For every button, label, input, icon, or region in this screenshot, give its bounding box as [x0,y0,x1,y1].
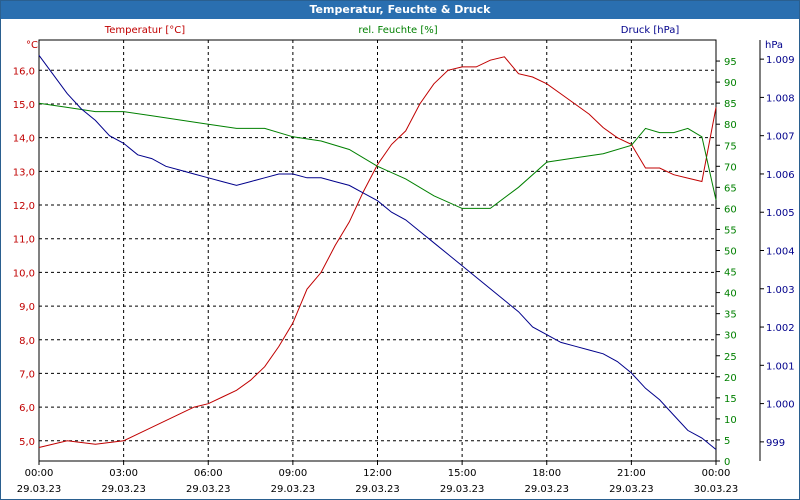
humidity-axis-header: rel. Feuchte [%] [358,25,437,36]
temperature-axis-unit: °C [26,40,38,51]
humidity-tick-label: 0 [724,457,730,468]
humidity-tick-label: 55 [724,225,737,236]
temperature-tick-label: 7,0 [19,369,35,380]
x-tick-label: 29.03.23 [17,484,62,495]
temperature-tick-label: 15,0 [13,100,35,111]
humidity-tick-label: 40 [724,289,737,300]
temperature-tick-label: 9,0 [19,302,35,313]
pressure-tick-label: 1.006 [766,170,795,181]
humidity-tick-label: 50 [724,247,737,258]
x-tick-label: 29.03.23 [271,484,316,495]
x-tick-label: 15:00 [448,468,477,479]
x-tick-label: 29.03.23 [186,484,231,495]
temperature-tick-label: 11,0 [13,235,35,246]
x-tick-label: 29.03.23 [609,484,654,495]
pressure-tick-label: 1.004 [766,247,795,258]
pressure-tick-label: 1.001 [766,361,795,372]
humidity-tick-label: 70 [724,162,737,173]
humidity-tick-label: 65 [724,183,737,194]
temperature-tick-label: 12,0 [13,201,35,212]
x-tick-label: 03:00 [109,468,138,479]
x-tick-label: 09:00 [278,468,307,479]
humidity-tick-label: 80 [724,120,737,131]
series-line-humidity [38,102,717,209]
x-tick-label: 29.03.23 [101,484,146,495]
chart-title: Temperatur, Feuchte & Druck [1,1,799,19]
x-tick-label: 00:00 [25,468,54,479]
temperature-tick-label: 13,0 [13,167,35,178]
pressure-tick-label: 1.005 [766,208,795,219]
humidity-tick-label: 5 [724,436,730,447]
humidity-tick-label: 60 [724,204,737,215]
x-tick-label: 29.03.23 [355,484,400,495]
humidity-tick-label: 25 [724,352,737,363]
pressure-axis-header: Druck [hPa] [621,25,680,36]
x-tick-label: 12:00 [363,468,392,479]
pressure-tick-label: 1.002 [766,323,795,334]
x-tick-label: 18:00 [532,468,561,479]
series-line-pressure [38,55,717,450]
pressure-axis-unit: hPa [765,40,783,51]
humidity-tick-label: 90 [724,78,737,89]
pressure-tick-label: 1.009 [766,55,795,66]
x-tick-label: 29.03.23 [440,484,485,495]
humidity-tick-label: 35 [724,310,737,321]
temperature-tick-label: 10,0 [13,268,35,279]
temperature-tick-label: 14,0 [13,134,35,145]
temperature-axis-header: Temperatur [°C] [104,25,185,36]
humidity-tick-label: 95 [724,57,737,68]
humidity-tick-label: 30 [724,331,737,342]
pressure-tick-label: 999 [766,438,785,449]
temperature-tick-label: 16,0 [13,66,35,77]
x-tick-label: 06:00 [194,468,223,479]
pressure-tick-label: 1.003 [766,285,795,296]
temperature-tick-label: 5,0 [19,437,35,448]
pressure-tick-label: 1.000 [766,400,795,411]
x-tick-label: 21:00 [617,468,646,479]
series-line-temperature [38,56,717,448]
temperature-tick-label: 6,0 [19,403,35,414]
humidity-tick-label: 45 [724,268,737,279]
x-tick-label: 00:00 [702,468,731,479]
pressure-tick-label: 1.008 [766,93,795,104]
x-tick-label: 29.03.23 [524,484,569,495]
x-tick-label: 30.03.23 [694,484,739,495]
humidity-tick-label: 10 [724,415,737,426]
pressure-tick-label: 1.007 [766,132,795,143]
humidity-tick-label: 15 [724,394,737,405]
humidity-tick-label: 85 [724,99,737,110]
temperature-tick-label: 8,0 [19,336,35,347]
humidity-tick-label: 75 [724,141,737,152]
humidity-tick-label: 20 [724,373,737,384]
